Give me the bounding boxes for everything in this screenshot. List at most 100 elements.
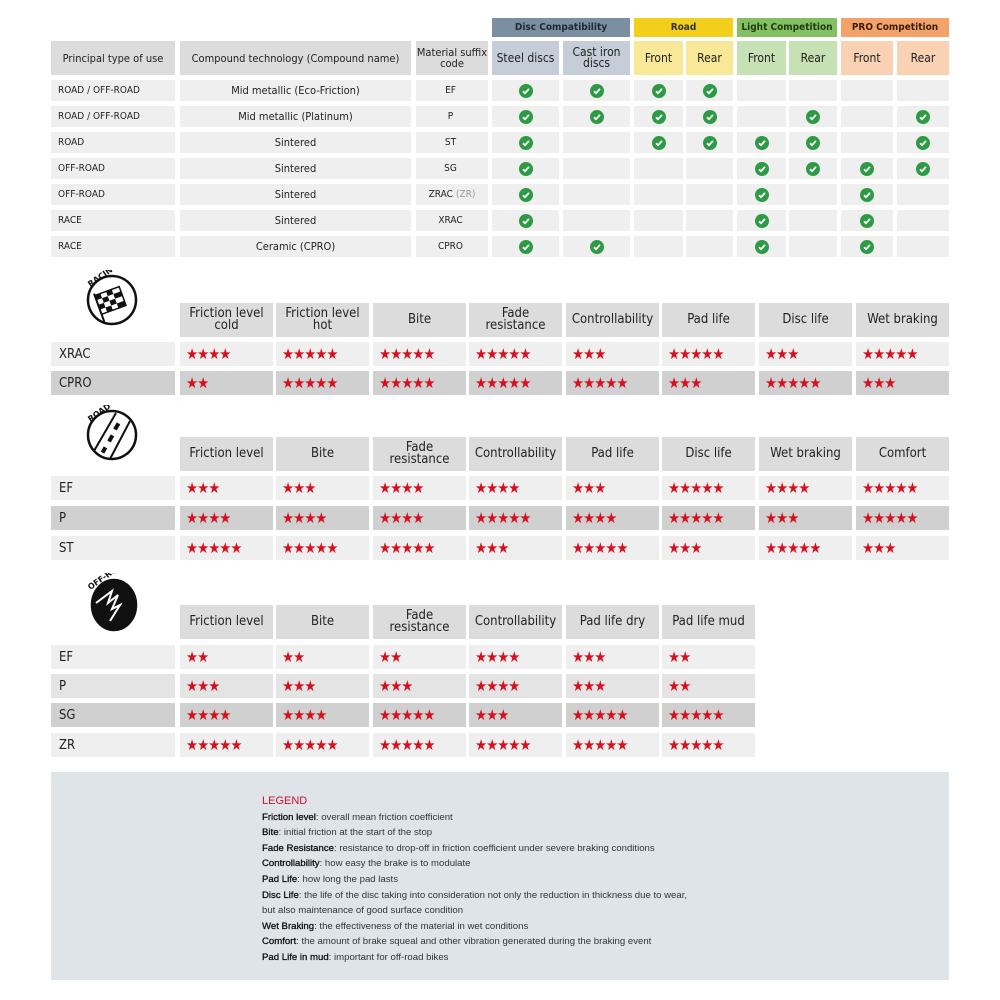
- check-cell: [563, 236, 630, 257]
- check-icon: [518, 213, 533, 228]
- star-rating: ★★★★★: [373, 371, 466, 395]
- star-rating: ★★★★★: [276, 371, 369, 395]
- check-icon: [754, 213, 769, 228]
- check-cell: [492, 132, 559, 153]
- check-cell: [789, 132, 837, 153]
- star-rating: ★★★★★: [856, 342, 949, 366]
- rating-column-header: Fade resistance: [373, 605, 466, 639]
- rating-column-header: Friction level: [180, 605, 273, 639]
- check-icon: [754, 239, 769, 254]
- check-cell: [634, 210, 683, 231]
- rating-column-header: Friction level cold: [180, 303, 273, 337]
- check-cell: [686, 158, 733, 179]
- pad-code-cell: ZR: [51, 733, 175, 757]
- legend-description: : the amount of brake squeal and other v…: [296, 936, 652, 948]
- legend-description: : how easy the brake is to modulate: [319, 858, 471, 870]
- code-cell: CPRO: [416, 236, 488, 257]
- sub-header: Front: [841, 41, 893, 75]
- sub-header: Steel discs: [492, 41, 559, 75]
- check-cell: [841, 80, 893, 101]
- legend-term: Friction level: [262, 811, 316, 823]
- check-cell: [737, 236, 786, 257]
- star-rating: ★★★★★: [373, 703, 466, 727]
- check-cell: [492, 80, 559, 101]
- star-rating: ★★★★★: [662, 342, 755, 366]
- sub-header: Rear: [897, 41, 949, 75]
- star-rating: ★★★★: [566, 506, 659, 530]
- check-cell: [789, 106, 837, 127]
- star-rating: ★★★★★: [759, 536, 852, 560]
- legend-item: Disc Life: the life of the disc taking i…: [262, 888, 687, 904]
- check-icon: [651, 109, 666, 124]
- legend-item: but also maintenance of good surface con…: [262, 903, 687, 919]
- star-rating: ★★★★★: [566, 703, 659, 727]
- star-rating: ★★★★★: [373, 342, 466, 366]
- star-rating: ★★★★★: [566, 733, 659, 757]
- star-rating: ★★★: [180, 476, 273, 500]
- star-rating: ★★★★★: [373, 536, 466, 560]
- check-cell: [789, 210, 837, 231]
- use-cell: ROAD / OFF-ROAD: [51, 106, 175, 127]
- check-cell: [686, 106, 733, 127]
- star-rating: ★★★★: [373, 506, 466, 530]
- rating-column-header: Comfort: [856, 437, 949, 471]
- check-icon: [651, 135, 666, 150]
- legend-item: Wet Braking: the effectiveness of the ma…: [262, 919, 687, 935]
- check-icon: [518, 135, 533, 150]
- star-rating: ★★★★: [759, 476, 852, 500]
- check-cell: [841, 236, 893, 257]
- check-icon: [702, 109, 717, 124]
- star-rating: ★★★: [276, 476, 369, 500]
- star-rating: ★★★★★: [469, 342, 562, 366]
- check-cell: [737, 132, 786, 153]
- check-cell: [789, 184, 837, 205]
- star-rating: ★★★★: [469, 476, 562, 500]
- rating-column-header: Friction level: [180, 437, 273, 471]
- star-rating: ★★★: [566, 674, 659, 698]
- use-cell: ROAD: [51, 132, 175, 153]
- check-cell: [563, 106, 630, 127]
- legend-description: : the life of the disc taking into consi…: [298, 889, 688, 901]
- check-cell: [897, 236, 949, 257]
- star-rating: ★★★★★: [469, 371, 562, 395]
- check-cell: [492, 236, 559, 257]
- pad-code-cell: P: [51, 506, 175, 530]
- star-rating: ★★★★★: [566, 371, 659, 395]
- code-cell: SG: [416, 158, 488, 179]
- star-rating: ★★★: [759, 506, 852, 530]
- star-rating: ★★: [373, 645, 466, 669]
- star-rating: ★★★: [469, 536, 562, 560]
- star-rating: ★★★★: [180, 342, 273, 366]
- code-text: XRAC: [438, 215, 463, 226]
- star-rating: ★★★: [180, 674, 273, 698]
- check-cell: [634, 184, 683, 205]
- legend-description: : important for off-road bikes: [328, 951, 449, 963]
- check-cell: [897, 80, 949, 101]
- code-cell: P: [416, 106, 488, 127]
- legend-term: Controllability: [262, 858, 320, 870]
- check-cell: [737, 184, 786, 205]
- rating-column-header: Wet braking: [759, 437, 852, 471]
- compound-cell: Ceramic (CPRO): [180, 236, 411, 257]
- star-rating: ★★★★: [276, 703, 369, 727]
- check-cell: [841, 106, 893, 127]
- group-header: Light Competition: [737, 18, 837, 37]
- star-rating: ★★★★: [180, 506, 273, 530]
- check-icon: [518, 83, 533, 98]
- rating-column-header: Controllability: [469, 437, 562, 471]
- check-icon: [518, 161, 533, 176]
- rating-column-header: Bite: [276, 437, 369, 471]
- check-cell: [492, 184, 559, 205]
- star-rating: ★★★: [469, 703, 562, 727]
- use-cell: RACE: [51, 210, 175, 231]
- legend-term: Disc Life: [262, 889, 299, 901]
- check-icon: [806, 109, 820, 124]
- check-cell: [686, 236, 733, 257]
- star-rating: ★★★★★: [662, 733, 755, 757]
- legend-description: : the effectiveness of the material in w…: [314, 920, 529, 932]
- check-cell: [789, 80, 837, 101]
- sub-header: Front: [737, 41, 786, 75]
- check-icon: [916, 161, 930, 176]
- check-icon: [754, 161, 769, 176]
- legend-description: : how long the pad lasts: [297, 873, 399, 885]
